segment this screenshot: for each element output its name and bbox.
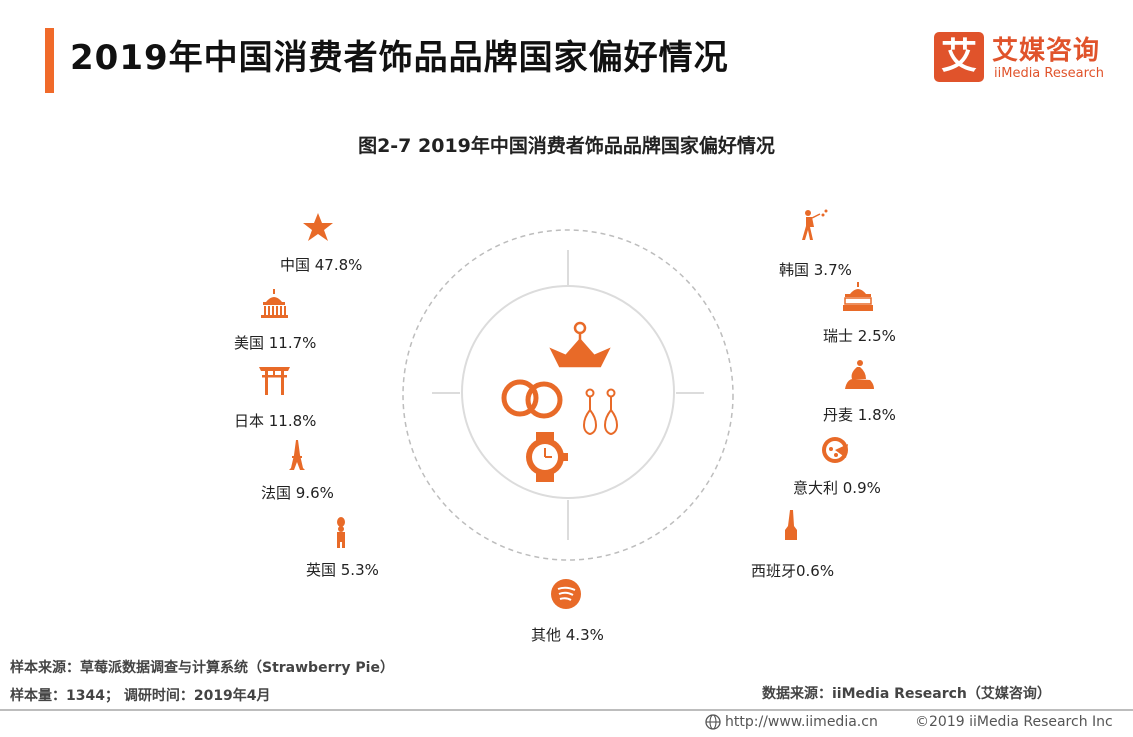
sagrada-familia-icon [785, 510, 797, 540]
watch-icon [526, 432, 568, 482]
footer-divider [0, 709, 1133, 711]
page-title: 2019年中国消费者饰品品牌国家偏好情况 [70, 38, 729, 78]
website-link[interactable]: http://www.iimedia.cn [725, 714, 878, 730]
dancer-icon [802, 209, 828, 240]
torii-gate-icon [259, 367, 290, 395]
label-denmark: 丹麦 1.8% [823, 406, 896, 424]
capitol-icon [261, 289, 288, 318]
logo-mark-icon: 艾 [934, 32, 984, 82]
crown-icon [549, 321, 611, 368]
sample-size: 样本量：1344； 调研时间：2019年4月 [10, 688, 271, 704]
logo-en-text: iiMedia Research [994, 66, 1105, 81]
earrings-icon [583, 388, 618, 436]
royal-guard-icon [337, 517, 345, 548]
label-china: 中国 47.8% [280, 256, 363, 274]
sample-source: 样本来源：草莓派数据调查与计算系统（Strawberry Pie） [10, 660, 394, 676]
label-usa: 美国 11.7% [234, 334, 317, 352]
little-mermaid-icon [845, 360, 874, 389]
label-spain: 西班牙0.6% [751, 562, 835, 580]
brand-logo: 艾 艾媒咨询 iiMedia Research [934, 30, 1114, 86]
label-france: 法国 9.6% [261, 484, 334, 502]
other-icon [551, 579, 581, 609]
eiffel-tower-icon [289, 440, 305, 470]
swiss-building-icon [843, 282, 873, 311]
copyright-text: ©2019 iiMedia Research Inc [915, 714, 1113, 730]
label-italy: 意大利 0.9% [793, 479, 881, 497]
pizza-icon [822, 437, 848, 463]
outer-dashed-ring [402, 229, 734, 561]
data-source: 数据来源：iiMedia Research（艾媒咨询） [762, 686, 1051, 702]
label-korea: 韩国 3.7% [779, 261, 852, 279]
star-icon [303, 213, 333, 241]
inner-ring [461, 285, 675, 499]
chart-title: 图2-7 2019年中国消费者饰品品牌国家偏好情况 [358, 135, 775, 157]
title-accent-bar [45, 28, 54, 93]
label-switzerland: 瑞士 2.5% [823, 327, 896, 345]
globe-icon [705, 714, 721, 730]
label-uk: 英国 5.3% [306, 561, 379, 579]
label-other: 其他 4.3% [531, 626, 604, 644]
rings-icon [501, 379, 563, 419]
logo-cn-text: 艾媒咨询 [992, 36, 1101, 66]
label-japan: 日本 11.8% [234, 412, 317, 430]
